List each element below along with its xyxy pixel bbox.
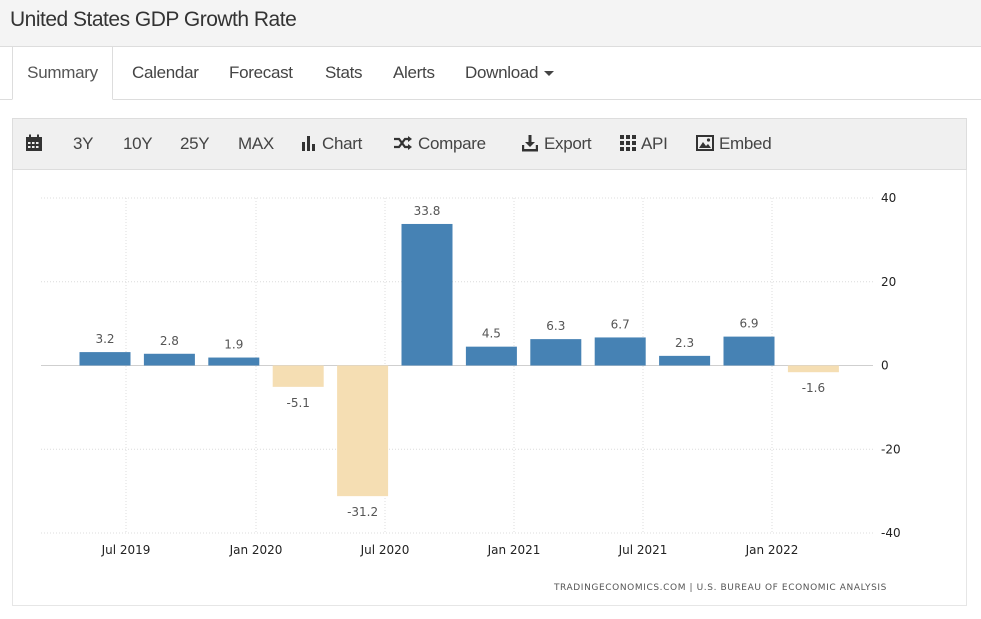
y-tick-label: -40 — [881, 526, 901, 540]
tab-calendar[interactable]: Calendar — [132, 63, 199, 82]
bar — [401, 223, 453, 366]
tab-bar: Summary Calendar Forecast Stats Alerts D… — [0, 47, 981, 100]
x-tick-label: Jul 2020 — [360, 543, 410, 557]
data-label: -1.6 — [802, 381, 825, 395]
y-tick-label: 40 — [881, 191, 896, 205]
data-label: 6.3 — [546, 319, 565, 333]
gdp-bar-chart: 40 20 0 -20 -40 Jul 2019 Jan 2020 Jul 2020 Jan 2… — [41, 191, 901, 593]
download-icon — [522, 135, 538, 152]
bar — [143, 353, 195, 366]
bar — [530, 339, 582, 366]
chart-panel: 40 20 0 -20 -40 Jul 2019 Jan 2020 Jul 2020 Jan 2… — [12, 170, 967, 606]
page-header: United States GDP Growth Rate — [0, 0, 981, 47]
chart-toolbar: 3Y 10Y 25Y MAX Chart Compare Export — [12, 118, 967, 170]
image-icon — [696, 135, 714, 152]
shuffle-icon — [394, 136, 412, 151]
x-tick-label: Jul 2019 — [101, 543, 151, 557]
grid-icon — [620, 135, 636, 152]
tab-stats[interactable]: Stats — [325, 63, 363, 82]
data-label: 6.9 — [739, 317, 758, 331]
compare-label: Compare — [418, 134, 486, 153]
data-label: 3.2 — [95, 332, 114, 346]
range-max-button[interactable]: MAX — [238, 134, 274, 153]
bar-chart-icon — [302, 136, 315, 152]
x-tick-label: Jan 2020 — [229, 543, 283, 557]
data-label: 33.8 — [414, 204, 441, 218]
calendar-icon — [26, 134, 42, 152]
export-button[interactable]: Export — [521, 119, 592, 169]
bar — [208, 357, 260, 366]
chart-type-label: Chart — [322, 134, 363, 153]
data-label: 2.3 — [675, 336, 694, 350]
tab-download-label: Download — [465, 63, 539, 82]
api-label: API — [641, 134, 668, 153]
x-tick-label: Jan 2022 — [745, 543, 799, 557]
y-tick-label: 20 — [881, 275, 896, 289]
range-10y-button[interactable]: 10Y — [123, 134, 153, 153]
caret-down-icon — [544, 71, 555, 77]
bar — [659, 355, 711, 366]
page-title: United States GDP Growth Rate — [10, 8, 297, 31]
bar — [79, 352, 131, 366]
y-tick-label: 0 — [881, 359, 889, 373]
chart-type-button[interactable]: Chart — [301, 119, 362, 169]
bar — [465, 346, 517, 366]
calendar-button[interactable] — [25, 119, 48, 169]
x-tick-label: Jan 2021 — [487, 543, 541, 557]
tab-forecast[interactable]: Forecast — [229, 63, 293, 82]
bar — [272, 365, 324, 387]
tab-download[interactable]: Download — [465, 47, 555, 99]
data-label: 1.9 — [224, 338, 243, 352]
api-button[interactable]: API — [620, 119, 668, 169]
data-label: -31.2 — [347, 505, 378, 519]
tab-summary[interactable]: Summary — [12, 47, 113, 100]
data-label: -5.1 — [286, 396, 309, 410]
data-label: 2.8 — [160, 334, 179, 348]
bar — [723, 336, 775, 366]
tab-alerts[interactable]: Alerts — [393, 63, 435, 82]
chart-source: TRADINGECONOMICS.COM | U.S. BUREAU OF EC… — [553, 583, 887, 593]
bar — [787, 365, 839, 373]
compare-button[interactable]: Compare — [393, 119, 486, 169]
embed-label: Embed — [719, 134, 772, 153]
data-label: 6.7 — [611, 317, 630, 331]
bar — [594, 337, 646, 366]
range-25y-button[interactable]: 25Y — [180, 134, 210, 153]
range-3y-button[interactable]: 3Y — [73, 134, 94, 153]
x-tick-label: Jul 2021 — [618, 543, 668, 557]
export-label: Export — [544, 134, 592, 153]
data-label: 4.5 — [482, 327, 501, 341]
embed-button[interactable]: Embed — [696, 119, 772, 169]
y-tick-label: -20 — [881, 442, 901, 456]
bar — [337, 365, 389, 497]
